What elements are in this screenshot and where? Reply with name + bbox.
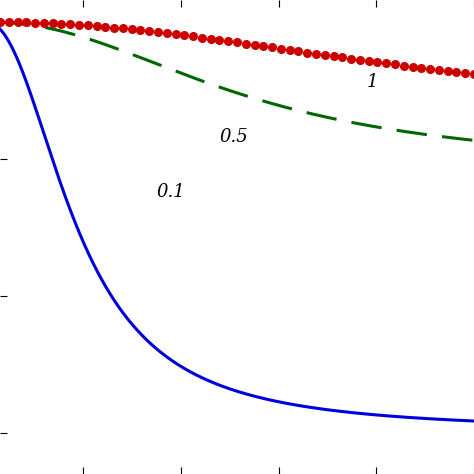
Text: 0.1: 0.1 (156, 183, 185, 201)
Text: 1: 1 (366, 73, 378, 91)
Text: 0.5: 0.5 (220, 128, 249, 146)
